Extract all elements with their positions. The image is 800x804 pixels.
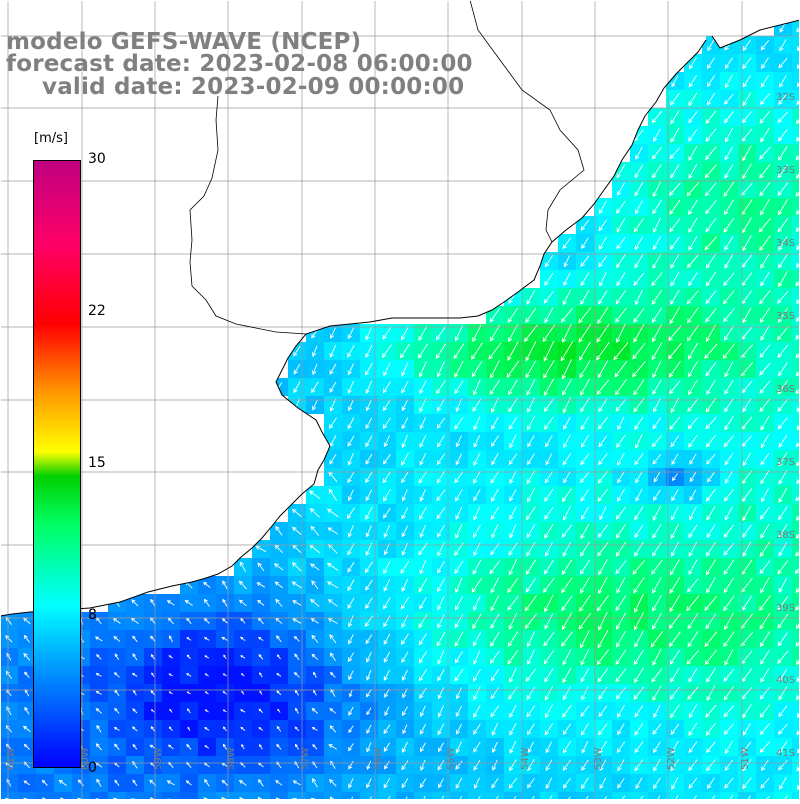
- wind-cell: [792, 396, 800, 414]
- wind-cell: [792, 108, 800, 126]
- wind-cell: [792, 216, 800, 234]
- latitude-label: 35S: [776, 311, 795, 322]
- colorbar-tick-8: 8: [88, 607, 97, 623]
- wind-cell: [792, 720, 800, 738]
- wind-cell: [450, 792, 468, 800]
- latitude-label: 40S: [776, 675, 795, 686]
- wind-cell: [792, 72, 800, 90]
- longitude-label: 54W: [520, 747, 531, 770]
- colorbar-tick-22: 22: [88, 303, 106, 319]
- wind-cell: [648, 792, 666, 800]
- wind-cell: [630, 792, 648, 800]
- wind-cell: [792, 486, 800, 504]
- wind-cell: [702, 792, 720, 800]
- wind-cell: [180, 792, 198, 800]
- wind-cell: [486, 792, 504, 800]
- latitude-label: 41S: [776, 748, 795, 759]
- longitude-label: 59W: [153, 747, 164, 770]
- wind-cell: [720, 792, 738, 800]
- wind-cell: [792, 468, 800, 486]
- wind-cell: [792, 54, 800, 72]
- wind-cell: [756, 792, 774, 800]
- wind-cell: [288, 792, 306, 800]
- longitude-label: 61W: [6, 747, 17, 770]
- wind-cell: [468, 792, 486, 800]
- wind-cell: [396, 792, 414, 800]
- colorbar: [33, 160, 81, 768]
- wind-cell: [792, 288, 800, 306]
- wind-cell: [576, 792, 594, 800]
- wind-cell: [342, 792, 360, 800]
- wind-cell: [522, 792, 540, 800]
- wind-cell: [792, 360, 800, 378]
- valid-date: valid date: 2023-02-09 00:00:00: [42, 75, 464, 99]
- wind-cell: [162, 792, 180, 800]
- wind-cell: [792, 702, 800, 720]
- latitude-label: 36S: [776, 384, 795, 395]
- latitude-label: 38S: [776, 530, 795, 541]
- forecast-date: forecast date: 2023-02-08 06:00:00: [6, 52, 473, 76]
- wind-cell: [612, 792, 630, 800]
- longitude-label: 51W: [740, 747, 751, 770]
- wind-cell: [432, 792, 450, 800]
- wind-cell: [792, 792, 800, 800]
- wind-cell: [792, 36, 800, 54]
- wind-cell: [666, 792, 684, 800]
- wind-cell: [126, 792, 144, 800]
- wind-cell: [558, 792, 576, 800]
- wind-cell: [774, 792, 792, 800]
- wind-cell: [504, 792, 522, 800]
- colorbar-tick-15: 15: [88, 455, 106, 471]
- latitude-label: 34S: [776, 238, 795, 249]
- wind-cell: [792, 126, 800, 144]
- latitude-label: 33S: [776, 165, 795, 176]
- longitude-label: 56W: [373, 747, 384, 770]
- colorbar-tick-30: 30: [88, 151, 106, 167]
- wind-cell: [594, 792, 612, 800]
- longitude-label: 57W: [300, 747, 311, 770]
- longitude-label: 52W: [666, 747, 677, 770]
- wind-cell: [792, 774, 800, 792]
- wind-cell: [792, 252, 800, 270]
- latitude-label: 37S: [776, 457, 795, 468]
- longitude-label: 55W: [446, 747, 457, 770]
- wind-cell: [540, 792, 558, 800]
- colorbar-unit: [m/s]: [34, 131, 68, 146]
- longitude-label: 53W: [593, 747, 604, 770]
- longitude-label: 58W: [226, 747, 237, 770]
- wind-cell: [792, 684, 800, 702]
- wind-cell: [378, 792, 396, 800]
- latitude-label: 32S: [776, 92, 795, 103]
- latitude-label: 39S: [776, 603, 795, 614]
- wind-cell: [414, 792, 432, 800]
- colorbar-bottom: 0: [88, 760, 97, 776]
- wind-cell: [90, 792, 108, 800]
- wind-cell: [792, 414, 800, 432]
- wind-cell: [738, 792, 756, 800]
- wind-cell: [684, 792, 702, 800]
- wind-cell: [792, 432, 800, 450]
